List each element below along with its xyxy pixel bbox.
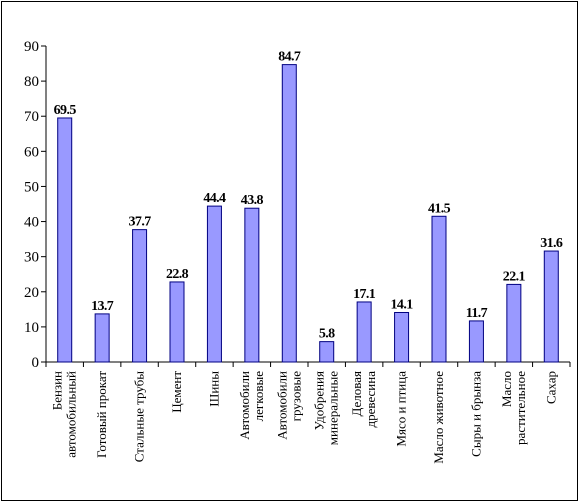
category-label-line: Масло xyxy=(499,371,514,407)
bar xyxy=(468,320,484,363)
category-label-line: древесина xyxy=(363,371,378,428)
data-label: 31.6 xyxy=(540,236,563,251)
category-label: Удобрения минеральные xyxy=(312,371,341,445)
y-tick-label: 40 xyxy=(24,215,39,231)
category-label-line: автомобильный xyxy=(64,371,79,458)
category-label: Бензин автомобильный xyxy=(50,371,79,458)
category-label-line: Готовый прокат xyxy=(94,371,109,458)
data-label: 14.1 xyxy=(391,297,414,312)
y-tick-label: 60 xyxy=(24,144,39,160)
category-label: Масло животное xyxy=(431,371,446,464)
category-label-line: Автомобили xyxy=(274,371,289,440)
category-label: Стальные трубы xyxy=(132,371,147,462)
data-label: 43.8 xyxy=(241,193,264,208)
bar xyxy=(506,283,522,363)
y-tick-label: 90 xyxy=(24,39,39,55)
y-tick-label: 80 xyxy=(24,74,39,90)
bar xyxy=(169,281,185,363)
y-tick-label: 20 xyxy=(24,285,39,301)
bar xyxy=(281,64,297,363)
bar xyxy=(206,205,222,363)
bar xyxy=(543,250,559,363)
category-label-line: Стальные трубы xyxy=(132,371,147,462)
bar xyxy=(356,301,372,363)
category-label: Масло растительное xyxy=(499,371,528,445)
data-label: 5.8 xyxy=(319,327,335,342)
bar xyxy=(431,215,447,363)
category-label: Цемент xyxy=(169,371,184,413)
category-label: Мясо и птица xyxy=(394,371,409,447)
data-label: 44.4 xyxy=(203,191,226,206)
y-tick-label: 70 xyxy=(24,109,39,125)
data-label: 13.7 xyxy=(91,299,114,314)
category-label-line: Сахар xyxy=(543,371,558,404)
bar xyxy=(244,207,260,363)
category-label-line: Шины xyxy=(206,371,221,407)
data-label: 69.5 xyxy=(54,103,77,118)
category-label-line: Мясо и птица xyxy=(394,371,409,447)
category-label-line: Удобрения xyxy=(312,371,327,430)
data-label: 37.7 xyxy=(129,215,152,230)
category-label-line: грузовые xyxy=(288,371,303,422)
category-label: Готовый прокат xyxy=(94,371,109,458)
data-label: 41.5 xyxy=(428,201,451,216)
data-label: 22.1 xyxy=(503,269,526,284)
bar xyxy=(319,341,335,363)
category-label-line: Цемент xyxy=(169,371,184,413)
category-label: Сахар xyxy=(543,371,558,404)
category-label: Шины xyxy=(206,371,221,407)
category-label-line: Автомобили xyxy=(237,371,252,440)
category-label-line: Масло животное xyxy=(431,371,446,464)
category-label-line: минеральные xyxy=(326,371,341,445)
data-label: 84.7 xyxy=(278,50,301,65)
category-label: Деловая древесина xyxy=(349,371,378,428)
category-label: Автомобили легковые xyxy=(237,371,266,440)
bar xyxy=(57,117,73,363)
category-label-line: Бензин xyxy=(50,371,65,410)
bar xyxy=(394,311,410,363)
data-label: 22.8 xyxy=(166,267,189,282)
y-tick-label: 0 xyxy=(32,355,40,371)
y-tick-label: 50 xyxy=(24,179,39,195)
bar xyxy=(132,229,148,363)
category-label-line: растительное xyxy=(513,371,528,445)
y-tick-label: 10 xyxy=(24,320,39,336)
y-tick-label: 30 xyxy=(24,250,39,266)
category-label-line: легковые xyxy=(251,371,266,422)
bar xyxy=(94,313,110,363)
category-label-line: Сыры и брынза xyxy=(468,371,483,457)
data-label: 11.7 xyxy=(466,306,488,321)
data-label: 17.1 xyxy=(353,287,376,302)
category-label-line: Деловая xyxy=(349,371,364,417)
category-label: Автомобили грузовые xyxy=(274,371,303,440)
category-label: Сыры и брынза xyxy=(468,371,483,457)
